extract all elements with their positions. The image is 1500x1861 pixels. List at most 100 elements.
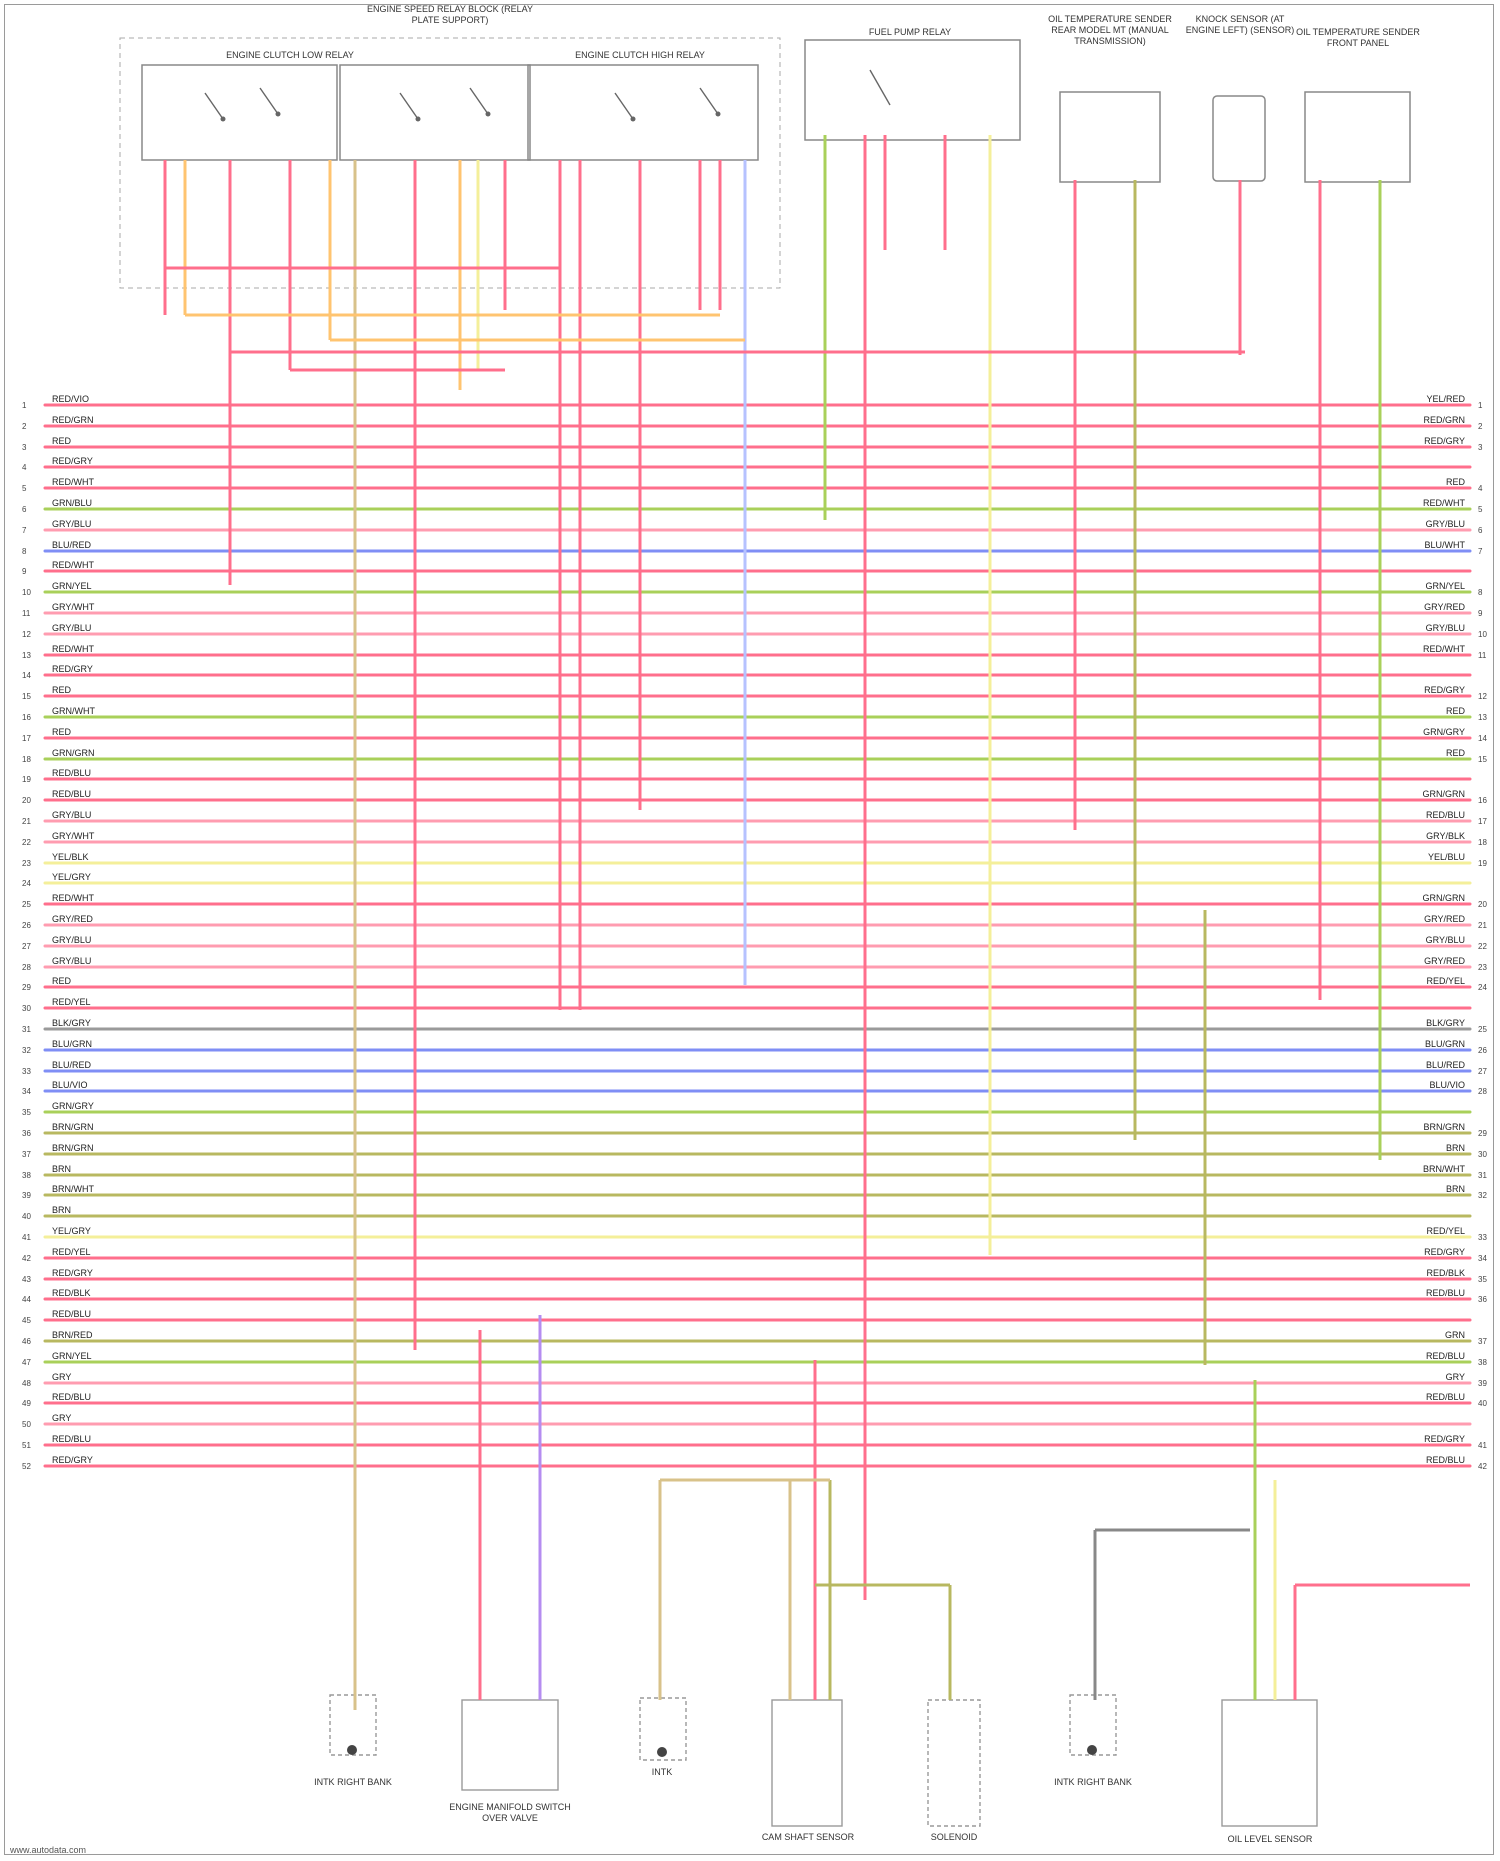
left-pin-number: 26	[22, 921, 31, 930]
right-wire-label: GRN/GRN	[1423, 893, 1466, 903]
right-pin-number: 14	[1478, 734, 1487, 743]
component-title: SOLENOID	[931, 1832, 978, 1842]
left-wire-label: GRY/BLU	[52, 519, 91, 529]
left-pin-number: 28	[22, 963, 31, 972]
oil-temp-sender-manual-box	[1059, 91, 1161, 183]
left-pin-number: 15	[22, 692, 31, 701]
left-pin-number: 12	[22, 630, 31, 639]
left-pin-number: 10	[22, 588, 31, 597]
right-pin-number: 26	[1478, 1046, 1487, 1055]
knock-sensor-box	[1212, 95, 1266, 182]
relay-switch-contact	[469, 87, 489, 115]
right-wire-label: RED	[1446, 477, 1466, 487]
left-pin-number: 44	[22, 1295, 31, 1304]
right-wire-label: BLK/GRY	[1426, 1018, 1465, 1028]
right-pin-number: 7	[1478, 547, 1483, 556]
left-pin-number: 23	[22, 859, 31, 868]
relay-switch-contact	[204, 92, 224, 120]
right-wire-label: GRN/GRY	[1423, 727, 1465, 737]
left-pin-number: 51	[22, 1441, 31, 1450]
left-pin-number: 41	[22, 1233, 31, 1242]
right-pin-number: 39	[1478, 1379, 1487, 1388]
left-wire-label: GRY/WHT	[52, 602, 95, 612]
left-wire-label: BRN/GRN	[52, 1143, 94, 1153]
right-pin-number: 37	[1478, 1337, 1487, 1346]
right-pin-number: 34	[1478, 1254, 1487, 1263]
right-wire-label: GRN/GRN	[1423, 789, 1466, 799]
left-wire-label: RED	[52, 436, 72, 446]
left-wire-label: BRN/GRN	[52, 1122, 94, 1132]
left-wire-label: RED/YEL	[52, 997, 91, 1007]
right-wire-label: GRY/BLU	[1426, 623, 1465, 633]
intk-right-bank-connector	[329, 1694, 377, 1756]
right-pin-number: 8	[1478, 588, 1483, 597]
right-wire-label: BLU/WHT	[1425, 540, 1466, 550]
left-pin-number: 17	[22, 734, 31, 743]
component-title: ENGINE CLUTCH HIGH RELAY	[575, 50, 705, 60]
right-wire-label: BLU/RED	[1426, 1060, 1466, 1070]
relay-housing	[339, 64, 531, 161]
left-wire-label: BRN	[52, 1205, 71, 1215]
right-pin-number: 27	[1478, 1067, 1487, 1076]
right-wire-label: RED/BLK	[1426, 1268, 1465, 1278]
left-wire-label: BLU/GRN	[52, 1039, 92, 1049]
left-pin-number: 43	[22, 1275, 31, 1284]
right-pin-number: 23	[1478, 963, 1487, 972]
right-wire-label: BRN/WHT	[1423, 1164, 1465, 1174]
component-title: FUEL PUMP RELAY	[869, 27, 951, 37]
right-pin-number: 3	[1478, 443, 1483, 452]
right-wire-label: RED/BLU	[1426, 1351, 1465, 1361]
left-wire-label: BLU/RED	[52, 1060, 92, 1070]
left-pin-number: 32	[22, 1046, 31, 1055]
left-wire-label: BLU/VIO	[52, 1080, 88, 1090]
component-title: ENGINE MANIFOLD SWITCH OVER VALVE	[449, 1802, 571, 1823]
right-pin-number: 17	[1478, 817, 1487, 826]
left-wire-label: GRY/BLU	[52, 810, 91, 820]
relay-housing	[527, 64, 759, 161]
left-wire-label: RED/GRY	[52, 1268, 93, 1278]
right-pin-number: 21	[1478, 921, 1487, 930]
component-title: OIL LEVEL SENSOR	[1228, 1834, 1313, 1844]
right-wire-label: GRY/BLU	[1426, 519, 1465, 529]
cam-shaft-sensor-box	[771, 1699, 843, 1827]
left-pin-number: 6	[22, 505, 27, 514]
right-pin-number: 29	[1478, 1129, 1487, 1138]
component-boxes	[119, 37, 1411, 1827]
relay-contact-node	[220, 116, 226, 122]
left-pin-number: 16	[22, 713, 31, 722]
right-pin-number: 9	[1478, 609, 1483, 618]
relay-switch-contact	[399, 92, 419, 120]
right-pin-number: 20	[1478, 900, 1487, 909]
right-wire-label: BLU/VIO	[1429, 1080, 1465, 1090]
left-pin-number: 42	[22, 1254, 31, 1263]
left-pin-number: 40	[22, 1212, 31, 1221]
right-wire-label: RED/WHT	[1423, 644, 1465, 654]
right-pin-number: 11	[1478, 651, 1487, 660]
right-pin-number: 13	[1478, 713, 1487, 722]
left-wire-label: BRN/WHT	[52, 1184, 94, 1194]
component-title: CAM SHAFT SENSOR	[762, 1832, 855, 1842]
solenoid-box	[927, 1699, 981, 1827]
left-pin-number: 7	[22, 526, 27, 535]
left-wire-label: GRY/BLU	[52, 956, 91, 966]
left-pin-number: 24	[22, 879, 31, 888]
left-pin-number: 3	[22, 443, 27, 452]
left-pin-number: 46	[22, 1337, 31, 1346]
left-pin-number: 9	[22, 567, 27, 576]
right-pin-number: 41	[1478, 1441, 1487, 1450]
component-title: ENGINE SPEED RELAY BLOCK (RELAY PLATE SUP…	[367, 4, 533, 25]
right-wire-label: RED/GRN	[1423, 415, 1465, 425]
left-wire-label: GRN/BLU	[52, 498, 92, 508]
right-wire-label: GRN	[1445, 1330, 1465, 1340]
ground-node	[657, 1747, 667, 1757]
right-pin-number: 2	[1478, 422, 1483, 431]
relay-housing	[141, 64, 338, 161]
intk-connector	[639, 1697, 687, 1761]
left-pin-number: 39	[22, 1191, 31, 1200]
component-title: INTK RIGHT BANK	[314, 1777, 392, 1787]
left-wire-label: BLU/RED	[52, 540, 92, 550]
left-pin-number: 34	[22, 1087, 31, 1096]
manifold-switch-valve-box	[461, 1699, 559, 1791]
fuel-pump-relay-box	[804, 39, 1021, 141]
left-wire-label: GRN/WHT	[52, 706, 95, 716]
